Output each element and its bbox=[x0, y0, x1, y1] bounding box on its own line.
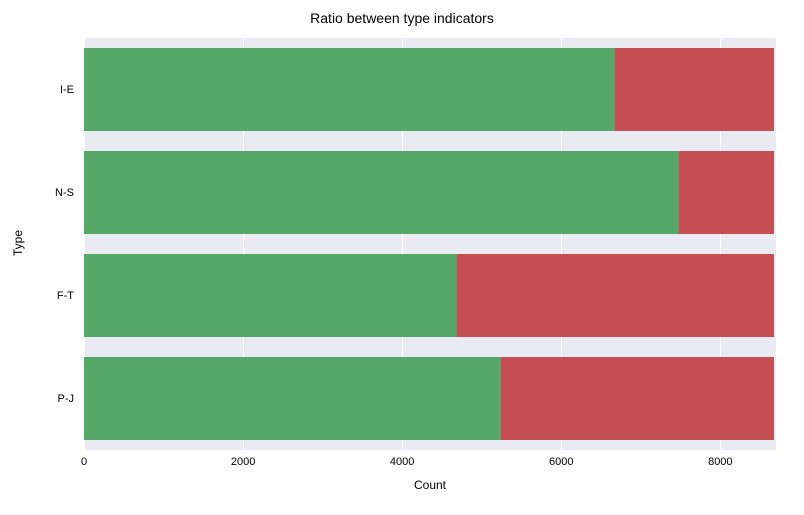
x-axis-label: Count bbox=[84, 478, 776, 492]
bar-segment bbox=[615, 48, 774, 130]
x-tick-label: 2000 bbox=[231, 456, 255, 468]
x-tick-label: 4000 bbox=[390, 456, 414, 468]
bar-row bbox=[84, 151, 776, 233]
bar-row bbox=[84, 357, 776, 439]
chart-container: Ratio between type indicators I-EN-SF-TP… bbox=[0, 0, 804, 515]
x-tick-label: 6000 bbox=[549, 456, 573, 468]
bar-segment bbox=[501, 357, 774, 439]
plot-area bbox=[84, 38, 776, 450]
x-tick-label: 8000 bbox=[708, 456, 732, 468]
bar-segment bbox=[84, 48, 615, 130]
y-axis-label: Type bbox=[11, 37, 25, 449]
bar-segment bbox=[84, 254, 457, 336]
bar-segment bbox=[457, 254, 774, 336]
bar-segment bbox=[84, 357, 501, 439]
bar-segment bbox=[84, 151, 679, 233]
chart-title: Ratio between type indicators bbox=[0, 10, 804, 26]
x-tick-label: 0 bbox=[81, 456, 87, 468]
bar-segment bbox=[679, 151, 774, 233]
bar-row bbox=[84, 48, 776, 130]
bar-row bbox=[84, 254, 776, 336]
